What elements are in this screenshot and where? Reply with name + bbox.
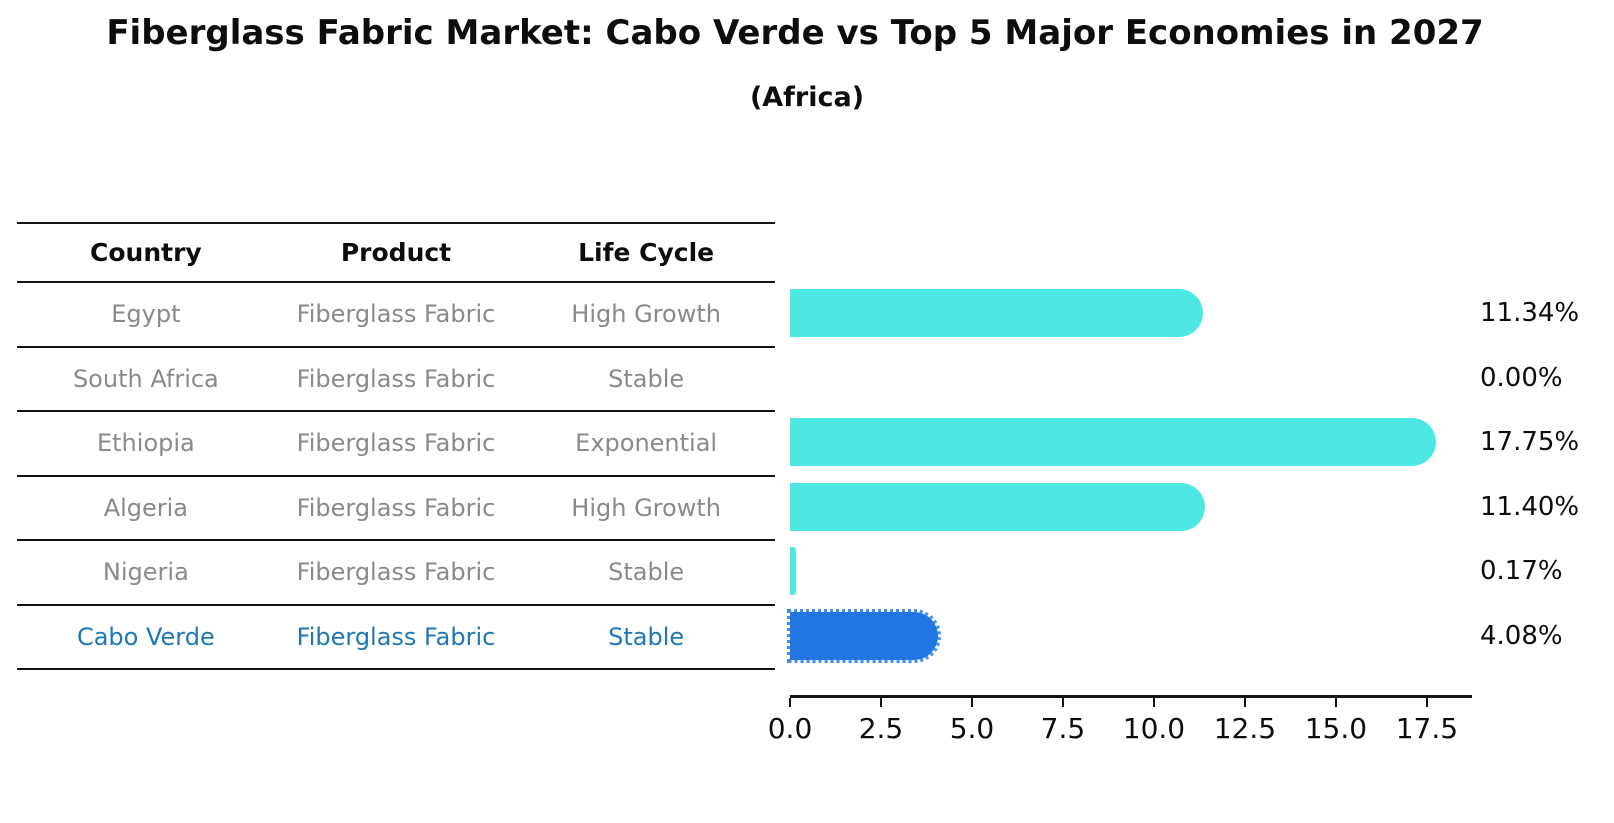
- table-row-nigeria: Nigeria Fiberglass Fabric Stable: [17, 541, 775, 606]
- product-cell: Fiberglass Fabric: [296, 493, 496, 522]
- x-tick: [879, 698, 882, 707]
- country-cell: South Africa: [72, 364, 219, 393]
- country-cell: Cabo Verde: [76, 622, 215, 651]
- bar-ethiopia: [790, 418, 1436, 467]
- x-tick-label: 12.5: [1213, 712, 1277, 745]
- country-cell: Nigeria: [102, 558, 189, 587]
- product-cell: Fiberglass Fabric: [296, 558, 496, 587]
- product-cell: Fiberglass Fabric: [296, 429, 496, 458]
- x-tick: [789, 698, 791, 707]
- x-tick-label: 15.0: [1304, 712, 1368, 745]
- table-row-cabo-verde: Cabo Verde Fiberglass Fabric Stable: [17, 606, 775, 670]
- table-row-egypt: Egypt Fiberglass Fabric High Growth: [17, 283, 775, 348]
- x-tick-label: 7.5: [1040, 712, 1086, 745]
- lifecycle-cell: Stable: [608, 622, 685, 651]
- x-tick-label: 5.0: [949, 712, 995, 745]
- value-label-south-africa: 0.00%: [1480, 362, 1563, 393]
- country-table: Country Product Life Cycle Egypt Fibergl…: [17, 222, 775, 670]
- bar-nigeria: [790, 547, 797, 596]
- value-label-algeria: 11.40%: [1480, 491, 1580, 522]
- col-header-lifecycle: Life Cycle: [578, 238, 715, 267]
- country-cell: Egypt: [111, 300, 181, 329]
- x-tick: [1243, 698, 1246, 707]
- table-header-row: Country Product Life Cycle: [17, 222, 775, 283]
- value-label-nigeria: 0.17%: [1480, 556, 1563, 587]
- x-tick: [1061, 698, 1064, 707]
- country-cell: Algeria: [103, 493, 189, 522]
- table-row-ethiopia: Ethiopia Fiberglass Fabric Exponential: [17, 412, 775, 477]
- lifecycle-cell: High Growth: [571, 493, 721, 522]
- lifecycle-cell: Exponential: [575, 429, 718, 458]
- table-row-algeria: Algeria Fiberglass Fabric High Growth: [17, 477, 775, 541]
- x-tick: [1152, 698, 1155, 707]
- col-header-country: Country: [90, 238, 202, 267]
- value-label-cabo-verde: 4.08%: [1480, 620, 1563, 651]
- chart-subtitle: (Africa): [749, 82, 865, 113]
- value-label-egypt: 11.34%: [1480, 298, 1580, 329]
- x-tick: [970, 698, 973, 707]
- x-tick-label: 17.5: [1395, 712, 1459, 745]
- x-tick-label: 0.0: [767, 712, 813, 745]
- value-label-ethiopia: 17.75%: [1480, 427, 1580, 458]
- bar-cabo-verde-highlight: [786, 608, 942, 663]
- x-tick-label: 2.5: [858, 712, 904, 745]
- x-axis: 0.0 2.5 5.0 7.5 10.0 12.5 15.0 17.5: [768, 695, 1472, 755]
- bar-algeria: [790, 482, 1205, 531]
- x-tick: [1425, 698, 1428, 707]
- country-cell: Ethiopia: [96, 429, 195, 458]
- lifecycle-cell: Stable: [608, 364, 685, 393]
- lifecycle-cell: High Growth: [571, 300, 721, 329]
- x-tick: [1334, 698, 1337, 707]
- bar-egypt: [790, 289, 1203, 338]
- table-row-south-africa: South Africa Fiberglass Fabric Stable: [17, 348, 775, 412]
- chart-title: Fiberglass Fabric Market: Cabo Verde vs …: [106, 13, 1484, 53]
- product-cell: Fiberglass Fabric: [296, 300, 496, 329]
- lifecycle-cell: Stable: [608, 558, 685, 587]
- x-tick-label: 10.0: [1122, 712, 1186, 745]
- bar-chart-plot-area: [786, 281, 1472, 668]
- col-header-product: Product: [340, 238, 452, 267]
- product-cell: Fiberglass Fabric: [296, 364, 496, 393]
- value-label-column: 11.34% 0.00% 17.75% 11.40% 0.17% 4.08%: [1480, 281, 1610, 668]
- x-axis-line: [790, 695, 1472, 698]
- product-cell: Fiberglass Fabric: [296, 622, 496, 651]
